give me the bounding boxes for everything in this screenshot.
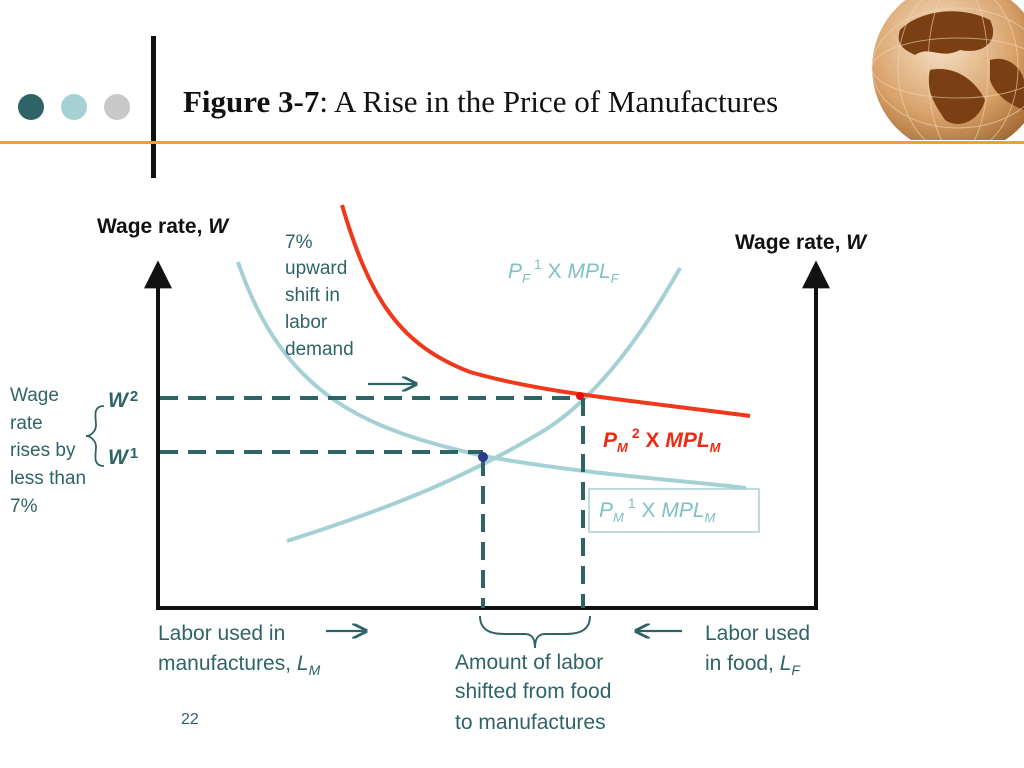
decor-dot-gray: [104, 94, 130, 120]
page-number: 22: [181, 711, 199, 728]
shifted-note: Amount of labor shifted from food to man…: [455, 651, 611, 734]
dashed-guides: [160, 396, 585, 608]
point-1-marker: [478, 452, 488, 462]
wage-brace: [85, 405, 105, 467]
svg-text:labor: labor: [285, 312, 328, 333]
svg-text:to manufactures: to manufactures: [455, 711, 606, 734]
title-bold: Figure 3-7: [183, 84, 320, 119]
pf-mpl-curve: [286, 267, 682, 543]
svg-text:upward: upward: [285, 258, 347, 279]
left-axis-label: Wage rate, W: [97, 215, 230, 238]
right-axis-label: Wage rate, W: [735, 231, 868, 254]
labor-shift-brace: [479, 615, 591, 649]
svg-text:rate: rate: [10, 413, 43, 434]
svg-text:manufactures, LM: manufactures, LM: [158, 652, 321, 678]
svg-text:Labor used: Labor used: [705, 622, 810, 645]
labor-manuf-label: Labor used in manufactures, LM: [158, 622, 321, 678]
slide-title: Figure 3-7: A Rise in the Price of Manuf…: [183, 84, 778, 120]
pf-curve-label: PF1 X MPLF: [508, 256, 620, 286]
wage-note: Wage rate rises by less than 7%: [10, 385, 86, 517]
accent-rule: [0, 141, 1024, 144]
pm1-curve-label: PM1 X MPLM: [599, 495, 716, 525]
svg-text:shifted from food: shifted from food: [455, 680, 611, 703]
globe-icon: [871, 0, 1024, 140]
svg-text:rises by: rises by: [10, 440, 76, 461]
svg-text:7%: 7%: [10, 496, 38, 517]
svg-text:7%: 7%: [285, 232, 313, 253]
svg-text:less than: less than: [10, 468, 86, 489]
decor-dot-dark: [18, 94, 44, 120]
pm2-curve-label: PM2 X MPLM: [603, 425, 722, 455]
title-divider: [151, 36, 156, 178]
svg-text:demand: demand: [285, 339, 354, 360]
title-rest: : A Rise in the Price of Manufactures: [319, 84, 779, 119]
svg-text:shift in: shift in: [285, 285, 340, 306]
svg-text:Labor used in: Labor used in: [158, 622, 285, 645]
point-2-marker: [576, 392, 584, 400]
svg-text:Wage: Wage: [10, 385, 59, 406]
shift-note: 7% upward shift in labor demand: [285, 232, 354, 360]
svg-text:Amount of labor: Amount of labor: [455, 651, 603, 674]
pm1-label-box: [588, 488, 760, 533]
decor-dot-light: [61, 94, 87, 120]
svg-text:in food, LF: in food, LF: [705, 652, 801, 678]
labor-food-label: Labor used in food, LF: [705, 622, 810, 678]
pm2-mpl-curve: [340, 204, 751, 418]
